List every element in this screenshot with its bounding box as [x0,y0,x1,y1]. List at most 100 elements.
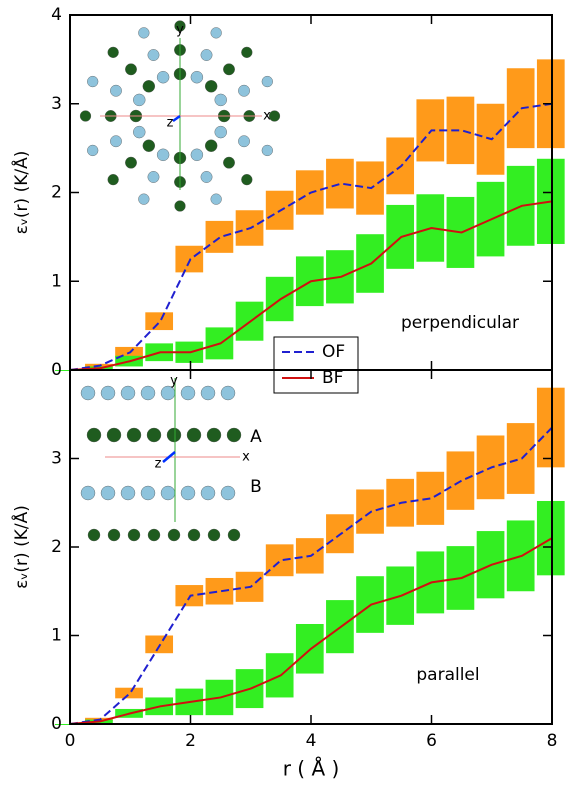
error-band [175,245,204,273]
atom [87,528,101,542]
y-axis-label: εᵥ(r) (K/Å) [10,505,32,589]
atom [200,385,216,401]
series-line [69,200,553,371]
atom [100,485,116,501]
atom [223,63,235,76]
inset-label: x [242,450,250,465]
error-band [145,635,174,654]
inset-arrow [172,114,181,123]
error-band [265,544,294,577]
atom [167,528,181,542]
atom [107,174,119,186]
atom [87,75,99,88]
atom [127,528,141,542]
y-tick-label: 0 [51,714,62,734]
atom [174,200,186,212]
atom [180,385,196,401]
inset-label: A [250,427,262,447]
atom [120,485,136,501]
error-band [205,220,234,253]
error-band [115,687,143,699]
atom [106,427,122,443]
atom [133,93,146,107]
atom [120,385,136,401]
y-axis-label: εᵥ(r) (K/Å) [10,151,32,235]
annotation: parallel [416,665,479,685]
error-band [54,724,83,725]
atom [140,485,156,501]
y-tick-label: 1 [51,626,62,646]
inset-label: x [263,109,271,124]
error-band [175,585,204,607]
atom [140,385,156,401]
x-tick-label: 0 [65,731,76,751]
atom [110,84,122,97]
atom [206,427,222,443]
inset-arrow [162,451,176,463]
x-axis-label: r ( Å ) [283,757,340,781]
legend-label: BF [322,368,343,388]
atom [87,144,99,157]
atom [261,75,273,88]
atom [207,528,221,542]
atom [79,110,92,122]
atom [142,139,156,152]
atom [174,20,186,32]
y-tick-label: 3 [51,94,62,114]
atom [268,110,281,122]
x-tick-label: 6 [426,731,437,751]
atom [186,427,202,443]
atom [138,193,150,205]
error-band [54,370,83,371]
atom [210,193,222,205]
error-band [326,158,354,209]
y-tick-label: 0 [51,360,62,380]
atom [80,485,96,501]
atom [214,93,227,107]
atom [80,385,96,401]
atom [220,485,236,501]
atom [227,528,241,542]
inset-label: B [250,477,262,497]
atom [166,427,182,443]
atom [110,135,122,148]
atom [200,485,216,501]
atom [223,156,235,169]
atom [190,70,204,84]
y-tick-label: 2 [51,183,62,203]
y-tick-label: 2 [51,537,62,557]
series-line [69,102,553,371]
atom [146,427,162,443]
atom [156,148,170,162]
atom [125,156,137,169]
atom [125,63,137,76]
atom [187,528,201,542]
y-tick-label: 3 [51,449,62,469]
atom [107,528,121,542]
atom [86,427,102,443]
inset [80,378,242,542]
atom [238,135,250,148]
atom [107,46,119,58]
atom [142,80,156,93]
atom [226,427,242,443]
legend-box [273,336,359,394]
atom [180,485,196,501]
atom [200,171,213,183]
atom [204,139,218,152]
x-tick-label: 4 [306,731,317,751]
atom [160,485,176,501]
error-band [145,312,174,331]
error-band [205,577,234,605]
atom [241,46,253,58]
atom [190,148,204,162]
series-line [69,537,553,725]
atom [133,125,146,139]
atom [241,174,253,186]
atom [147,49,160,61]
inset-label: z [167,116,174,131]
atom [100,385,116,401]
atom [156,70,170,84]
atom [126,427,142,443]
